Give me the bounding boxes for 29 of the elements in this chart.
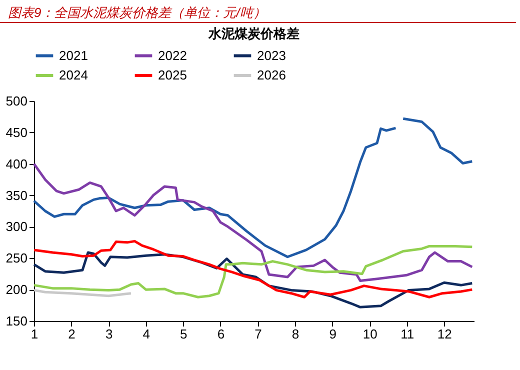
x-tick-label: 9 (329, 326, 336, 342)
y-tick-label: 400 (6, 156, 28, 172)
x-tick-label: 10 (362, 326, 378, 342)
x-tick-label: 3 (105, 326, 113, 342)
x-tick-label: 6 (217, 326, 225, 342)
x-tick-label: 5 (180, 326, 188, 342)
legend-label: 2021 (59, 48, 88, 63)
y-tick-label: 350 (6, 188, 28, 203)
x-tick-label: 7 (254, 326, 262, 342)
y-tick-label: 450 (6, 124, 28, 140)
x-tick-label: 2 (68, 326, 76, 342)
legend-label: 2025 (158, 68, 187, 82)
x-tick-label: 4 (142, 326, 150, 342)
legend-label: 2022 (158, 48, 187, 63)
chart-subtitle: 水泥煤炭价格差 (208, 27, 300, 42)
legend-label: 2024 (59, 68, 88, 82)
x-tick-label: 12 (437, 326, 452, 342)
legend-label: 2023 (257, 48, 286, 63)
x-tick-label: 1 (30, 326, 38, 342)
y-tick-label: 150 (6, 314, 28, 328)
legend-label: 2026 (257, 68, 286, 82)
y-tick-label: 500 (6, 94, 28, 108)
y-tick-label: 300 (6, 219, 28, 234)
line-series (32, 162, 474, 282)
x-tick-label: 8 (292, 326, 300, 342)
x-tick-label: 11 (400, 326, 414, 342)
y-tick-label: 250 (6, 250, 28, 266)
y-tick-label: 200 (6, 282, 28, 298)
chart-title: 图表9：全国水泥煤炭价格差（单位：元/吨） (0, 0, 516, 23)
